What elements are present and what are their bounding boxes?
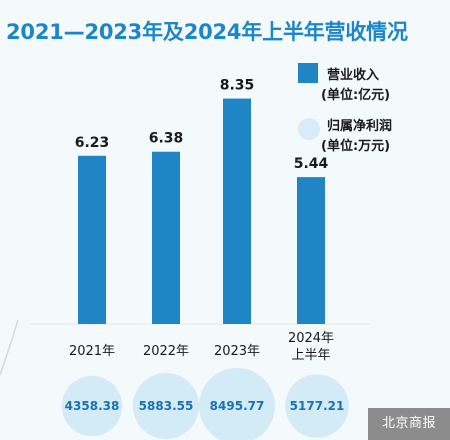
decorative-curve xyxy=(0,319,19,376)
bar-value-label-2: 6.38 xyxy=(149,131,184,147)
legend-revenue-unit: (单位:亿元) xyxy=(321,88,391,103)
bar-value-label-3: 8.35 xyxy=(220,78,255,94)
profit-bubble-1 xyxy=(61,375,123,437)
bar-value-label-4: 5.44 xyxy=(294,156,329,172)
legend-profit-circle xyxy=(298,118,320,140)
profit-value-label-3: 8495.77 xyxy=(210,399,265,413)
category-label-1: 2021年 xyxy=(69,344,115,359)
legend-revenue-swatch xyxy=(298,63,318,83)
legend-revenue-name: 营业收入 xyxy=(327,68,380,83)
bar-revenue-4 xyxy=(297,177,325,324)
bar-revenue-3 xyxy=(223,98,251,324)
category-label-3: 2023年 xyxy=(214,344,260,359)
profit-bubble-4 xyxy=(285,374,349,438)
profit-value-label-2: 5883.55 xyxy=(139,399,194,413)
chart-title: 2021—2023年及2024年上半年营收情况 xyxy=(6,20,408,44)
source-logo: 北京商报 xyxy=(368,408,450,440)
category-label-2: 2022年 xyxy=(143,344,189,359)
legend-profit-name: 归属净利润 xyxy=(327,119,393,134)
legend-profit-unit: (单位:万元) xyxy=(321,139,391,154)
profit-bubble-3 xyxy=(199,368,275,440)
profit-bubble-2 xyxy=(132,372,200,440)
profit-value-label-1: 4358.38 xyxy=(65,399,120,413)
bar-revenue-1 xyxy=(78,155,106,324)
category-label-4-line-2: 上半年 xyxy=(291,348,330,363)
profit-value-label-4: 5177.21 xyxy=(290,399,345,413)
bar-value-label-1: 6.23 xyxy=(75,135,110,151)
bar-revenue-2 xyxy=(152,151,180,324)
category-label-4-line-1: 2024年 xyxy=(288,331,334,346)
